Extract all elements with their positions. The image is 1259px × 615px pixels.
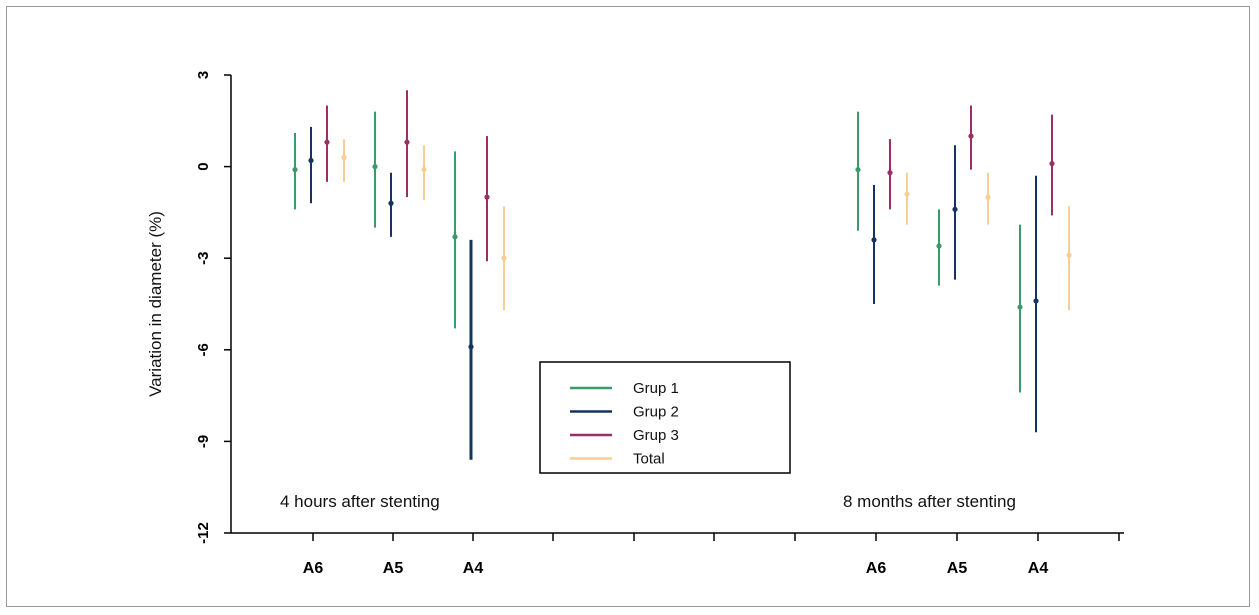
legend-label: Grup 1: [633, 380, 679, 397]
x-category-label: A4: [1028, 560, 1049, 577]
x-category-label: A4: [463, 560, 484, 577]
x-category-label: A5: [383, 560, 404, 577]
y-axis-title: Variation in diameter (%): [146, 211, 165, 397]
mean-point: [372, 164, 378, 170]
legend-label: Grup 3: [633, 427, 679, 444]
mean-point: [1017, 304, 1023, 310]
y-tick-label: -6: [195, 343, 212, 356]
x-ticks: A6 A5 A4 A6 A5 A4: [303, 533, 1120, 577]
series-total: [341, 139, 1072, 311]
mean-point: [501, 255, 507, 261]
mean-point: [904, 191, 910, 197]
series-grup-2: [308, 126, 1039, 460]
y-tick-label: 3: [195, 71, 212, 79]
mean-point: [324, 139, 330, 145]
mean-point: [871, 237, 877, 243]
mean-point: [985, 194, 991, 200]
series-grup-1: [292, 111, 1023, 393]
mean-point: [388, 200, 394, 206]
mean-point: [452, 234, 458, 240]
x-category-label: A6: [303, 560, 324, 577]
annotation-8-months: 8 months after stenting: [843, 492, 1016, 511]
y-tick-label: 0: [195, 162, 212, 170]
mean-point: [292, 167, 298, 173]
mean-point: [968, 133, 974, 139]
x-category-label: A5: [947, 560, 968, 577]
annotation-4-hours: 4 hours after stenting: [280, 492, 440, 511]
mean-point: [1066, 252, 1072, 258]
mean-point: [936, 243, 942, 249]
legend-label: Grup 2: [633, 404, 679, 421]
x-category-label: A6: [866, 560, 887, 577]
mean-point: [855, 167, 861, 173]
legend: Grup 1 Grup 2 Grup 3 Total: [539, 361, 791, 474]
mean-point: [484, 194, 490, 200]
series-grup-3: [324, 90, 1055, 262]
axes: [230, 75, 1124, 534]
error-bars: [292, 90, 1072, 460]
mean-point: [1033, 298, 1039, 304]
chart-frame: [6, 6, 1250, 607]
legend-box: [539, 361, 791, 474]
mean-point: [308, 157, 314, 164]
mean-point: [421, 167, 427, 173]
legend-label: Total: [633, 451, 665, 468]
mean-point: [468, 344, 474, 350]
y-tick-label: -12: [195, 522, 212, 544]
mean-point: [404, 139, 410, 145]
mean-point: [341, 154, 347, 161]
mean-point: [1049, 160, 1055, 167]
mean-point: [887, 170, 893, 176]
mean-point: [952, 206, 958, 212]
y-tick-label: -9: [195, 435, 212, 448]
y-ticks: 3 0 -3 -6 -9 -12: [195, 71, 231, 544]
y-tick-label: -3: [195, 252, 212, 265]
